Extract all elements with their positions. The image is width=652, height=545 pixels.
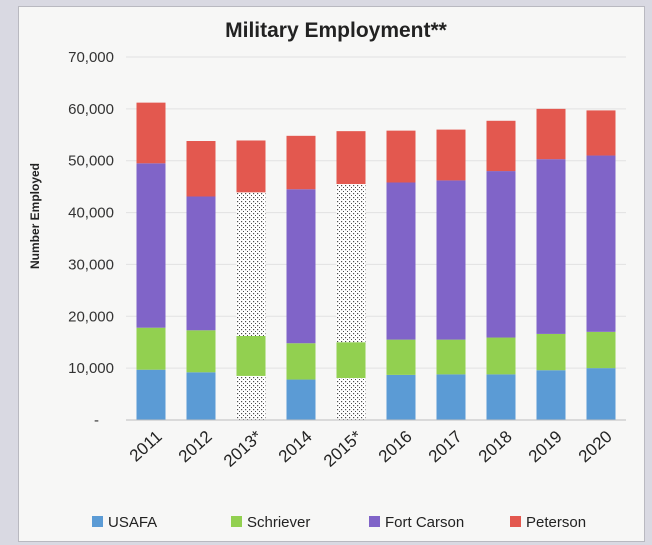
bar-peterson-2015-star xyxy=(336,131,366,185)
bar-usafa-2014 xyxy=(286,379,316,420)
bar-usafa-2015-star xyxy=(336,377,366,420)
bar-schriever-2016 xyxy=(386,339,416,375)
bar-schriever-2020 xyxy=(586,331,616,369)
bar-fort-carson-2017 xyxy=(436,180,466,340)
legend: USAFA Schriever Fort Carson Peterson xyxy=(92,514,586,531)
bar-usafa-2017 xyxy=(436,374,466,420)
y-tick-label: 70,000 xyxy=(68,49,114,66)
legend-swatch xyxy=(231,516,242,527)
bar-schriever-2018 xyxy=(486,337,516,375)
y-tick-label: 20,000 xyxy=(68,308,114,325)
legend-label: Schriever xyxy=(247,514,310,531)
bar-peterson-2018 xyxy=(486,120,516,172)
y-tick-label: 60,000 xyxy=(68,101,114,118)
bar-peterson-2019 xyxy=(536,108,566,160)
bar-fort-carson-2013-star xyxy=(236,192,266,336)
legend-label: Fort Carson xyxy=(385,514,464,531)
bar-usafa-2013-star xyxy=(236,375,266,420)
x-tick-label: 2020 xyxy=(575,427,616,466)
chart-title: Military Employment** xyxy=(225,19,448,42)
legend-label: Peterson xyxy=(526,514,586,531)
x-tick-label: 2017 xyxy=(425,427,466,466)
y-tick-label: 40,000 xyxy=(68,205,114,222)
bar-fort-carson-2020 xyxy=(586,155,616,332)
bar-fort-carson-2016 xyxy=(386,182,416,340)
bar-peterson-2014 xyxy=(286,135,316,190)
bar-peterson-2017 xyxy=(436,129,466,181)
y-tick-label: 50,000 xyxy=(68,153,114,170)
bar-schriever-2017 xyxy=(436,339,466,375)
bar-fort-carson-2014 xyxy=(286,189,316,344)
legend-swatch xyxy=(369,516,380,527)
x-axis-ticks: 2011 2012 2013* 2014 2015* 2016 2017 2018 2019 20… xyxy=(126,427,616,471)
bar-peterson-2013-star xyxy=(236,140,266,193)
x-tick-label: 2011 xyxy=(126,427,166,466)
bar-schriever-2011 xyxy=(136,327,166,370)
bar-schriever-2012 xyxy=(186,330,216,373)
x-tick-label: 2015* xyxy=(320,427,366,471)
bar-fort-carson-2011 xyxy=(136,163,166,328)
bar-fort-carson-2019 xyxy=(536,159,566,334)
y-tick-label: 30,000 xyxy=(68,256,114,273)
bar-peterson-2020 xyxy=(586,110,616,156)
bar-usafa-2019 xyxy=(536,370,566,420)
y-tick-label: 10,000 xyxy=(68,360,114,377)
legend-swatch xyxy=(510,516,521,527)
x-tick-label: 2014 xyxy=(275,427,316,466)
legend-label: USAFA xyxy=(108,514,157,531)
bar-peterson-2012 xyxy=(186,141,216,197)
bar-schriever-2013-star xyxy=(236,335,266,376)
x-tick-label: 2019 xyxy=(525,427,566,466)
bar-fort-carson-2015-star xyxy=(336,184,366,343)
bar-usafa-2011 xyxy=(136,369,166,420)
bar-usafa-2020 xyxy=(586,368,616,420)
bar-schriever-2015-star xyxy=(336,342,366,378)
bar-usafa-2012 xyxy=(186,372,216,420)
bar-peterson-2016 xyxy=(386,130,416,183)
y-axis-label: Number Employed xyxy=(28,163,42,269)
y-tick-label: - xyxy=(94,412,99,429)
bar-peterson-2011 xyxy=(136,102,166,164)
bar-fort-carson-2018 xyxy=(486,171,516,338)
bars xyxy=(136,102,616,420)
bar-usafa-2016 xyxy=(386,374,416,420)
bar-usafa-2018 xyxy=(486,374,516,420)
bar-schriever-2014 xyxy=(286,343,316,380)
y-axis-ticks: - 10,000 20,000 30,000 40,000 50,000 60,000 70,… xyxy=(68,49,114,429)
bar-schriever-2019 xyxy=(536,333,566,371)
bar-fort-carson-2012 xyxy=(186,196,216,331)
x-tick-label: 2013* xyxy=(220,427,266,471)
x-tick-label: 2012 xyxy=(175,427,216,466)
x-tick-label: 2018 xyxy=(475,427,516,466)
x-tick-label: 2016 xyxy=(375,427,416,466)
legend-swatch xyxy=(92,516,103,527)
